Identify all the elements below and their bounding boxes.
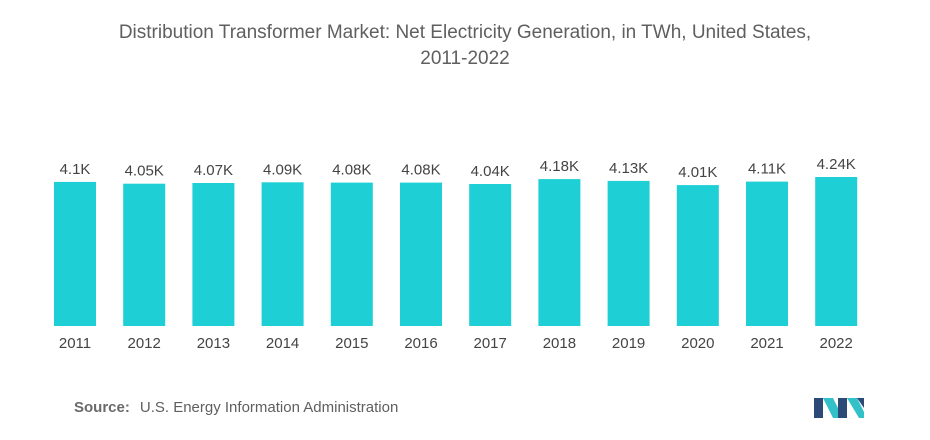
source-note: Source: U.S. Energy Information Administr…	[74, 399, 398, 416]
x-tick-label-2017: 2017	[474, 335, 507, 352]
value-label-2022: 4.24K	[817, 156, 856, 173]
bar-2020	[676, 185, 719, 326]
value-label-2014: 4.09K	[263, 161, 302, 178]
value-label-2012: 4.05K	[125, 163, 164, 180]
bar-2019	[607, 180, 650, 326]
x-tick-label-2019: 2019	[612, 335, 645, 352]
bar-2016	[400, 182, 442, 326]
bar-2012	[123, 183, 166, 326]
bar-2018	[538, 179, 581, 326]
value-label-2021: 4.11K	[748, 161, 786, 178]
chart-subtitle: 2011-2022	[420, 48, 510, 69]
x-tick-label-2016: 2016	[404, 335, 437, 352]
value-label-2011: 4.1K	[60, 161, 91, 178]
mordor-intelligence-logo-icon	[814, 398, 864, 418]
x-tick-label-2011: 2011	[59, 335, 91, 352]
x-tick-label-2022: 2022	[820, 335, 853, 352]
value-label-2016: 4.08K	[401, 162, 440, 179]
bar-2017	[469, 184, 512, 326]
value-label-2017: 4.04K	[471, 163, 510, 180]
bar-2011	[54, 181, 96, 326]
value-label-2019: 4.13K	[609, 160, 648, 177]
x-tick-label-2018: 2018	[543, 335, 576, 352]
x-tick-label-2013: 2013	[197, 335, 230, 352]
value-label-2015: 4.08K	[332, 162, 371, 179]
value-label-2018: 4.18K	[540, 158, 579, 175]
x-tick-label-2015: 2015	[335, 335, 368, 352]
source-label: Source:	[74, 399, 130, 416]
value-label-2020: 4.01K	[678, 164, 717, 181]
chart-title: Distribution Transformer Market: Net Ele…	[118, 22, 812, 43]
source-text: U.S. Energy Information Administration	[139, 399, 399, 416]
x-tick-label-2014: 2014	[266, 335, 299, 352]
bar-2021	[746, 181, 788, 326]
x-tick-label-2012: 2012	[128, 335, 161, 352]
bar-2015	[330, 182, 373, 326]
bar-2014	[261, 182, 304, 326]
bar-2013	[192, 183, 235, 326]
x-tick-label-2021: 2021	[750, 335, 783, 352]
x-tick-label-2020: 2020	[681, 335, 714, 352]
bar-2022	[815, 177, 858, 326]
value-label-2013: 4.07K	[194, 162, 233, 179]
